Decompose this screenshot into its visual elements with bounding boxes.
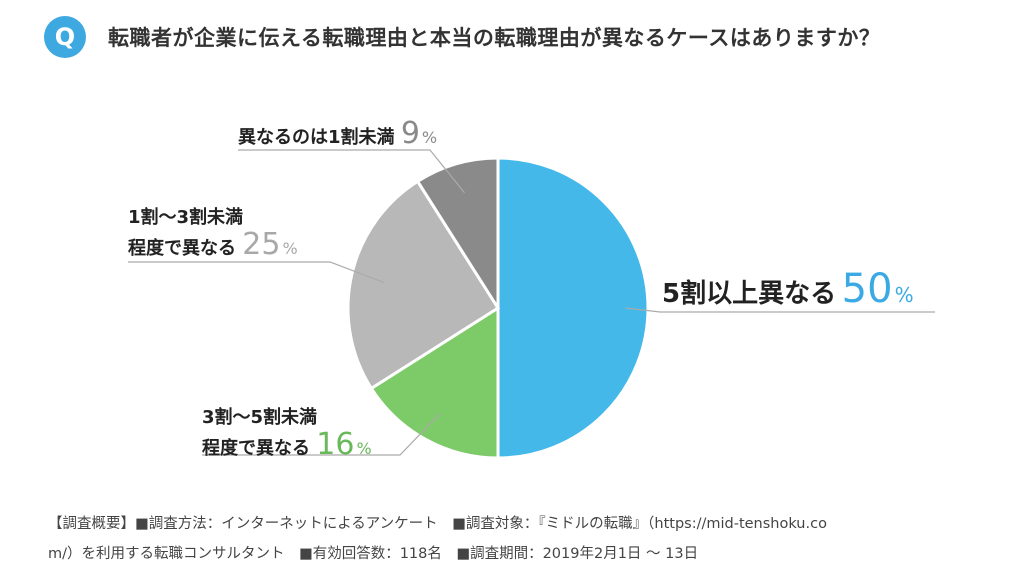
label-25-line1: 1割～3割未満: [128, 207, 244, 228]
slice-9: [415, 156, 500, 314]
label-16: 3割～5割未満 程度で異なる 16%: [202, 404, 372, 462]
slice-16: [369, 305, 500, 460]
survey-footnote-line2: m/）を利用する転職コンサルタント ■有効回答数：118名 ■調査期間：2019…: [48, 546, 699, 562]
leader-25: [128, 261, 385, 284]
leader-9: [238, 149, 465, 194]
label-9-unit: %: [421, 128, 438, 147]
label-25-value: 25: [242, 227, 281, 262]
label-16-line2: 程度で異なる: [202, 438, 310, 459]
slice-25: [346, 179, 501, 391]
label-25: 1割～3割未満 程度で異なる 25%: [128, 204, 298, 262]
label-25-unit: %: [282, 239, 298, 258]
label-50: 5割以上異なる 50%: [662, 266, 914, 312]
question-title: 転職者が企業に伝える転職理由と本当の転職理由が異なるケースはありますか？: [108, 26, 881, 50]
label-16-value: 16: [316, 427, 355, 462]
label-50-value: 50: [841, 266, 893, 312]
survey-footnote-line1: 【調査概要】■調査方法：インターネットによるアンケート ■調査対象：『ミドルの転…: [48, 516, 827, 532]
label-25-line2: 程度で異なる: [128, 238, 236, 259]
label-9-text: 異なるのは1割未満: [238, 127, 395, 148]
question-badge: Q: [44, 16, 86, 58]
slice-50: [496, 156, 650, 460]
label-9-value: 9: [400, 116, 420, 151]
label-16-unit: %: [356, 439, 372, 458]
leader-16: [202, 412, 441, 456]
label-16-line1: 3割～5割未満: [202, 407, 318, 428]
label-9: 異なるのは1割未満 9%: [238, 119, 438, 151]
leader-50: [625, 307, 935, 313]
label-50-text: 5割以上異なる: [662, 279, 837, 309]
label-50-unit: %: [894, 283, 914, 307]
